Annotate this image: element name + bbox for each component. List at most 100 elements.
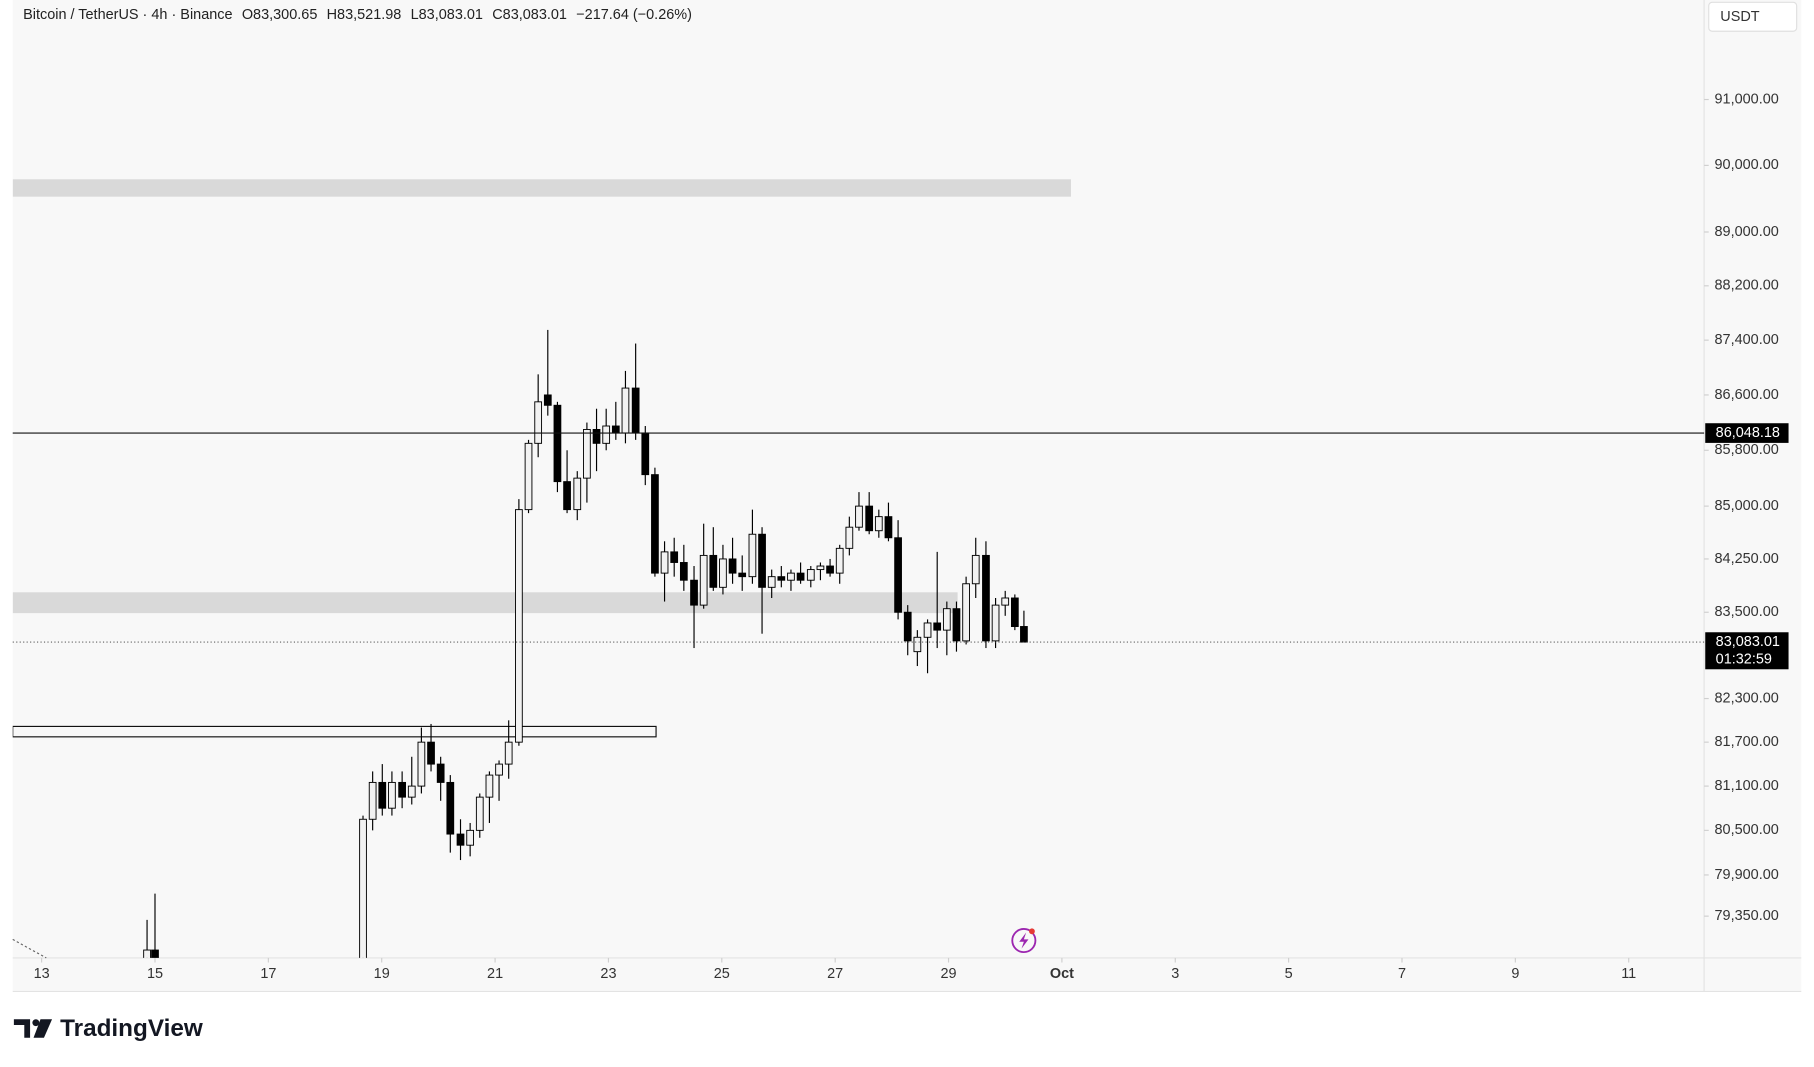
candle-body [874, 516, 883, 532]
x-tick-label: 13 [34, 966, 50, 982]
y-tick-label: 82,300.00 [1715, 690, 1779, 706]
candle-body [845, 526, 854, 549]
candle-body [679, 562, 688, 581]
y-tick-label: 90,000.00 [1715, 157, 1779, 173]
candle-body [573, 477, 582, 511]
x-tick-label: 25 [714, 966, 730, 982]
candle-body [709, 554, 718, 588]
last-price-label-box [1705, 632, 1789, 670]
candle-body [982, 554, 990, 642]
candle-body [796, 572, 805, 581]
candle-body [475, 796, 484, 831]
candle-body [143, 949, 151, 958]
alert-circle[interactable] [1011, 928, 1037, 954]
candle-body [738, 572, 747, 578]
candle-body [719, 558, 727, 588]
zone [12, 725, 657, 738]
candle-body [543, 394, 552, 406]
candle-body [592, 429, 601, 444]
currency-button[interactable] [1708, 1, 1798, 32]
y-tick-label: 79,350.00 [1715, 908, 1779, 924]
x-tick-label: 11 [1621, 966, 1636, 982]
y-tick-label: 85,800.00 [1715, 442, 1779, 458]
y-tick-label: 84,250.00 [1715, 551, 1779, 567]
candle-body [826, 565, 834, 574]
last-price-label: 83,083.01 [1716, 634, 1780, 650]
candle-body [962, 583, 970, 642]
candle-body [758, 533, 766, 588]
y-tick-label: 89,000.00 [1715, 224, 1779, 240]
brand-name[interactable]: TradingView [60, 1015, 203, 1042]
header-low: L83,083.01 [411, 7, 483, 23]
y-tick-label: 81,100.00 [1715, 778, 1779, 794]
zone [12, 592, 958, 614]
candle-body [553, 404, 562, 483]
logo-mark[interactable] [32, 1019, 40, 1027]
alert-dot[interactable] [1029, 928, 1035, 935]
candle-body [602, 425, 611, 444]
candle-body [787, 572, 795, 581]
x-tick-label: 21 [487, 966, 503, 982]
header: Bitcoin / TetherUS · 4h · Binance O83,300… [23, 7, 692, 23]
price-line-label-box [1705, 423, 1789, 443]
candle-body [436, 763, 445, 783]
y-tick-label: 80,500.00 [1715, 822, 1779, 838]
x-tick-label: 17 [260, 966, 276, 982]
candle-body [1010, 597, 1019, 628]
candle-body [631, 387, 640, 434]
candle-body [388, 781, 396, 809]
x-tick-label: 7 [1398, 966, 1406, 982]
x-tick-label: 23 [600, 966, 616, 982]
candle-body [913, 636, 922, 653]
candle-body [504, 741, 513, 765]
candle-body [903, 611, 912, 642]
y-tick-label: 91,000.00 [1715, 91, 1779, 107]
alert-bolt[interactable] [1019, 932, 1029, 949]
candle-body [611, 425, 620, 434]
candle-body [1020, 626, 1028, 643]
logo-mark[interactable] [13, 1019, 31, 1038]
x-tick-label: 9 [1511, 966, 1519, 982]
x-tick-label: 15 [147, 966, 163, 982]
candle-body [777, 576, 786, 581]
alert-icon[interactable] [1011, 928, 1037, 954]
y-tick-label: 79,900.00 [1715, 867, 1779, 883]
y-tick-label: 83,500.00 [1715, 604, 1779, 620]
logo-mark[interactable] [33, 1019, 53, 1038]
y-tick-label: 87,400.00 [1715, 332, 1779, 348]
candle-body [933, 622, 942, 631]
candle-body [884, 516, 893, 539]
candle-body [670, 551, 679, 563]
candle-body [942, 608, 951, 631]
candle-body [641, 432, 650, 476]
candle-body [728, 558, 737, 574]
currency[interactable]: USDT [1720, 9, 1760, 25]
chart-background [12, 0, 1802, 992]
candle-body [446, 781, 455, 835]
candle-body [991, 604, 1000, 642]
candle-body [359, 818, 367, 958]
y-tick-label: 86,600.00 [1715, 387, 1779, 403]
price-line-label: 86,048.18 [1716, 425, 1780, 441]
x-tick-label: 27 [827, 966, 843, 982]
candle-body [417, 741, 426, 787]
candle-body [699, 554, 708, 606]
candle-body [378, 781, 387, 809]
candle-body [466, 829, 475, 846]
candle-body [952, 608, 961, 642]
candle-body [806, 569, 815, 581]
y-tick-label: 81,700.00 [1715, 734, 1779, 750]
candle-body [495, 763, 503, 776]
brand-logo[interactable]: TradingView [13, 1015, 203, 1042]
candle-body [151, 949, 159, 958]
candle-body [651, 474, 659, 574]
candle-body [865, 505, 874, 532]
zone [12, 179, 1071, 197]
x-tick-label: 29 [940, 966, 956, 982]
candle-body [398, 781, 406, 798]
x-tick-label: Oct [1050, 966, 1074, 982]
y-tick-label: 85,000.00 [1715, 498, 1779, 514]
candle-body [583, 429, 591, 479]
